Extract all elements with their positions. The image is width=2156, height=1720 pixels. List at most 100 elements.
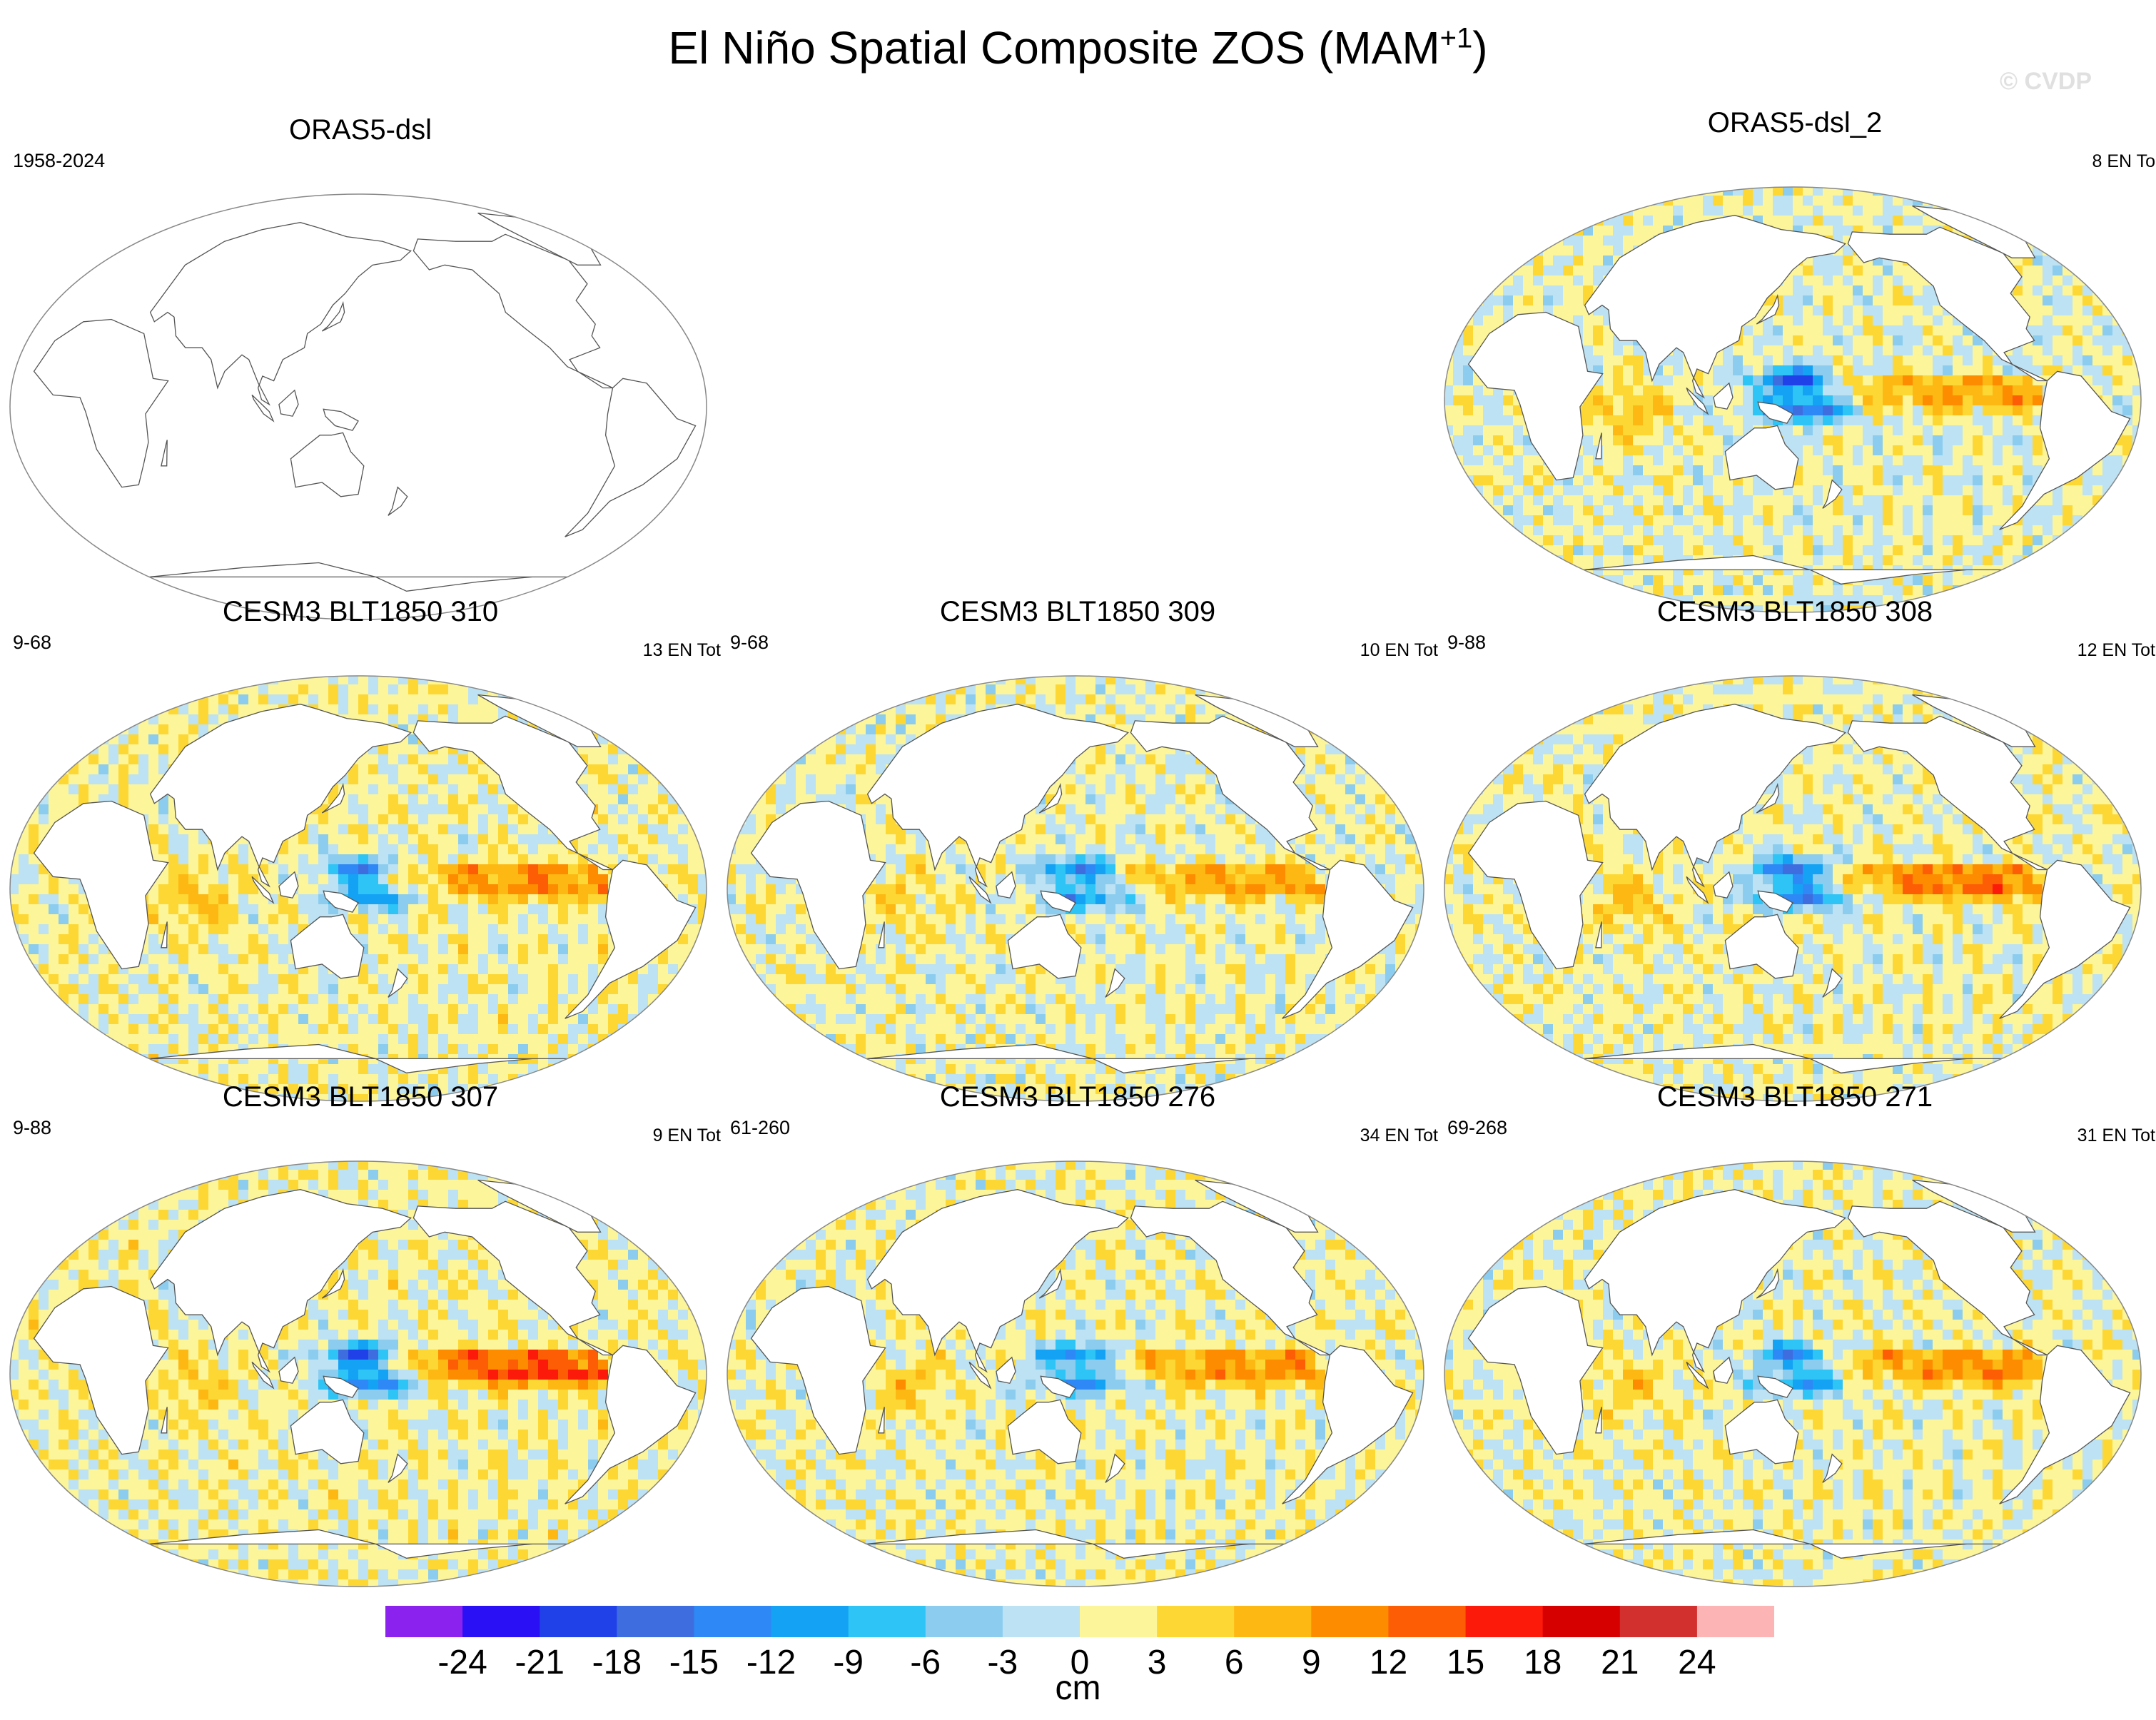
field-cell (69, 714, 79, 725)
field-cell (2092, 515, 2103, 526)
field-cell (1573, 216, 1584, 226)
field-cell (1473, 415, 1484, 426)
field-cell (1673, 196, 1684, 206)
field-cell (2033, 555, 2043, 566)
field-cell (1813, 495, 1823, 506)
field-cell (1563, 515, 1574, 526)
field-cell (2102, 375, 2113, 386)
field-cell (148, 934, 159, 945)
field-cell (658, 684, 669, 695)
field-cell (1533, 236, 1544, 246)
field-cell (1553, 246, 1564, 256)
field-cell (1493, 395, 1504, 406)
field-cell (1993, 475, 2003, 486)
field-cell (178, 884, 189, 895)
field-cell (458, 784, 469, 795)
field-cell (1593, 515, 1604, 526)
field-cell (29, 676, 39, 685)
field-cell (1933, 475, 1943, 486)
field-cell (1663, 435, 1674, 446)
field-cell (158, 754, 169, 765)
field-cell (1453, 545, 1464, 556)
field-cell (428, 764, 439, 775)
field-cell (1783, 435, 1793, 446)
field-cell (1633, 505, 1644, 516)
field-cell (19, 944, 29, 955)
field-cell (648, 794, 659, 805)
field-cell (1983, 385, 1993, 396)
field-cell (2082, 256, 2093, 266)
field-cell (1883, 535, 1893, 546)
field-cell (69, 944, 79, 955)
field-cell (468, 864, 479, 875)
field-cell (10, 864, 19, 875)
field-cell (1613, 465, 1624, 476)
field-cell (2023, 455, 2033, 466)
field-cell (478, 924, 489, 935)
field-cell (2102, 275, 2113, 286)
field-cell (1833, 275, 1843, 286)
field-cell (428, 934, 439, 945)
field-cell (29, 914, 39, 925)
field-cell (138, 734, 149, 745)
field-cell (688, 724, 699, 735)
field-cell (388, 834, 399, 845)
field-cell (668, 676, 679, 685)
field-cell (1753, 206, 1763, 216)
field-cell (1613, 196, 1624, 206)
field-cell (79, 694, 89, 705)
field-cell (1543, 206, 1554, 216)
field-cell (698, 934, 707, 945)
field-cell (158, 894, 169, 905)
field-cell (2112, 246, 2123, 256)
field-cell (1473, 435, 1484, 446)
field-cell (258, 944, 269, 955)
field-cell (1853, 315, 1863, 326)
field-cell (19, 834, 29, 845)
field-cell (258, 684, 269, 695)
field-cell (2122, 525, 2133, 536)
field-cell (1683, 196, 1694, 206)
field-cell (428, 824, 439, 835)
field-cell (498, 814, 509, 825)
field-cell (328, 824, 339, 835)
field-cell (428, 784, 439, 795)
field-cell (328, 854, 339, 865)
field-cell (1833, 305, 1843, 316)
field-cell (1773, 535, 1783, 546)
field-cell (1573, 495, 1584, 506)
field-cell (348, 784, 359, 795)
field-cell (178, 844, 189, 855)
field-cell (1723, 585, 1734, 596)
field-cell (1863, 535, 1873, 546)
field-cell (1503, 445, 1514, 456)
field-cell (1783, 365, 1793, 376)
field-cell (368, 894, 379, 905)
field-cell (338, 864, 349, 875)
field-cell (2112, 555, 2123, 566)
field-cell (1813, 285, 1823, 296)
field-cell (1713, 425, 1724, 436)
field-cell (1913, 285, 1923, 296)
field-cell (1923, 425, 1933, 436)
field-cell (488, 794, 499, 805)
field-cell (29, 784, 39, 795)
field-cell (1483, 545, 1494, 556)
field-cell (588, 676, 599, 685)
field-cell (488, 864, 499, 875)
field-cell (1663, 365, 1674, 376)
field-cell (398, 834, 409, 845)
field-cell (1733, 345, 1743, 356)
field-cell (1773, 196, 1783, 206)
field-cell (698, 884, 707, 895)
field-cell (2033, 355, 2043, 366)
field-cell (1883, 285, 1893, 296)
field-cell (408, 694, 419, 705)
field-cell (2003, 525, 2013, 536)
field-cell (1973, 435, 1983, 446)
field-cell (568, 934, 579, 945)
field-cell (1923, 335, 1933, 346)
field-cell (1473, 405, 1484, 416)
field-cell (1743, 335, 1753, 346)
field-cell (548, 676, 559, 685)
